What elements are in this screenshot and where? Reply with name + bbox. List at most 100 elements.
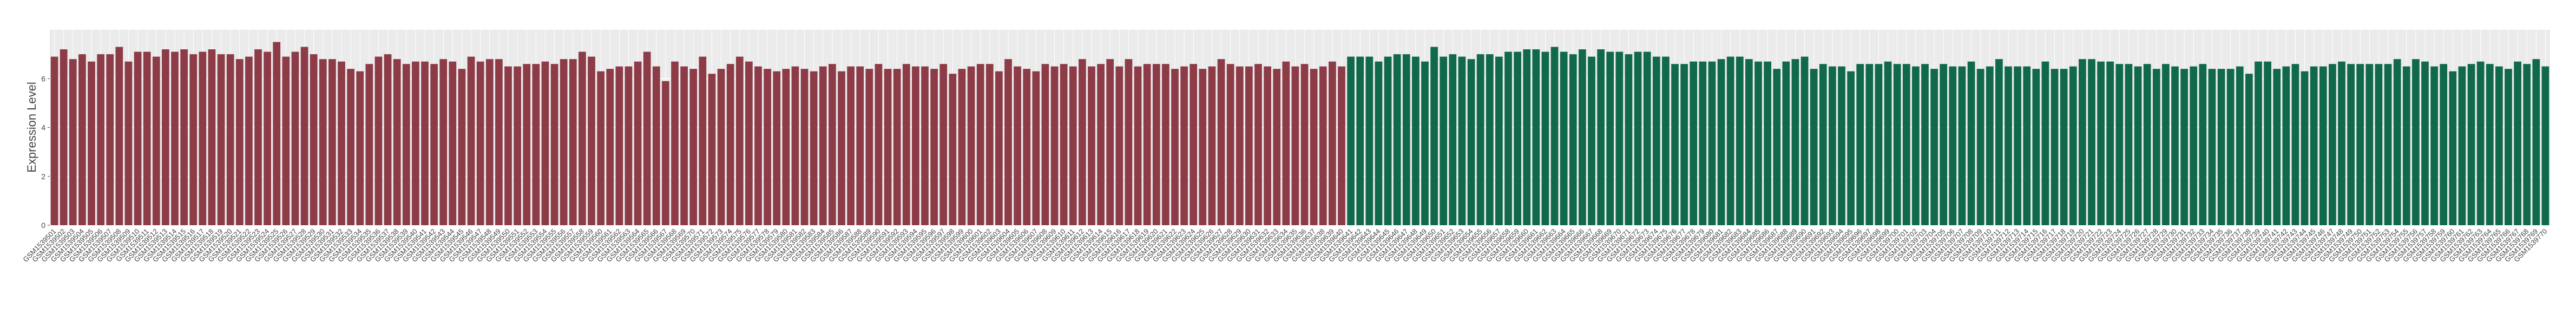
bar (1467, 59, 1475, 226)
bar (2384, 64, 2392, 226)
bar (1597, 49, 1605, 225)
bar (1708, 61, 1716, 225)
bar (2329, 64, 2336, 226)
bar (523, 64, 531, 226)
bar (374, 56, 383, 225)
bar (1310, 69, 1318, 225)
bar (393, 59, 401, 226)
bar (1958, 66, 1966, 225)
bar (1106, 59, 1114, 226)
bar (291, 51, 299, 226)
bar (449, 61, 457, 225)
bar (634, 61, 642, 225)
bar (2199, 64, 2207, 226)
bar (588, 56, 595, 225)
bar (865, 69, 873, 225)
bar (467, 56, 475, 225)
bar (1115, 66, 1123, 225)
bar (171, 51, 179, 226)
bar (782, 69, 790, 225)
bar (2449, 71, 2457, 225)
bar (652, 66, 660, 225)
bar (1680, 64, 1688, 226)
bar (2023, 66, 2031, 225)
bar (1365, 56, 1374, 225)
bar (143, 51, 151, 226)
bar (2088, 59, 2095, 226)
bar (1088, 66, 1095, 225)
bar (1504, 51, 1512, 226)
bar (2134, 66, 2142, 225)
bar (1764, 61, 1771, 225)
bar (1652, 56, 1660, 225)
bar (88, 61, 95, 225)
bar (912, 66, 919, 225)
bar (2143, 64, 2151, 226)
bar (2041, 61, 2049, 225)
bar (1412, 56, 1420, 225)
bar (2208, 69, 2216, 225)
bar (180, 49, 188, 225)
bar (430, 64, 438, 226)
bar (958, 69, 966, 225)
bar (2273, 69, 2281, 225)
bar (356, 71, 364, 225)
bar (810, 71, 818, 225)
bar (458, 69, 466, 225)
bar (735, 56, 744, 225)
bar (2310, 66, 2318, 225)
bar (1847, 71, 1855, 225)
bar (1893, 64, 1901, 226)
y-tick-label: 4 (41, 123, 45, 132)
bar (273, 42, 281, 225)
bar (541, 61, 549, 225)
bar (1819, 64, 1827, 226)
bar (1032, 71, 1040, 225)
bar (1319, 66, 1327, 225)
bar (791, 66, 799, 225)
bar (643, 51, 651, 226)
bar (1838, 66, 1845, 225)
bar (2115, 64, 2124, 226)
bar (1773, 69, 1781, 225)
bar (1921, 64, 1929, 226)
bar (1199, 69, 1207, 225)
bar (689, 69, 698, 225)
bar (1254, 64, 1262, 226)
bar (2356, 64, 2364, 226)
bar (476, 61, 484, 225)
bar (2051, 69, 2059, 225)
bar (347, 69, 354, 225)
bar (1662, 56, 1670, 225)
bar (579, 51, 586, 226)
bar (264, 51, 271, 226)
bar (662, 81, 669, 225)
bar (726, 64, 734, 226)
bar (2236, 66, 2244, 225)
bar (930, 69, 938, 225)
bar (2060, 69, 2068, 225)
bar (1579, 49, 1586, 225)
bar (1143, 64, 1151, 226)
bar (1384, 56, 1392, 225)
bar (884, 69, 892, 225)
bar (2430, 66, 2438, 225)
bar (1569, 54, 1577, 225)
bar (282, 56, 290, 225)
bar (189, 54, 198, 225)
bar (2514, 61, 2521, 225)
bar (235, 59, 244, 226)
bar (300, 47, 308, 226)
bar (1273, 69, 1281, 225)
bar (1523, 49, 1531, 225)
bar (421, 61, 429, 225)
y-axis-label: Expression Level (25, 82, 38, 173)
bar (1699, 61, 1707, 225)
bar (412, 61, 419, 225)
bar (949, 74, 957, 225)
bar (504, 66, 512, 225)
bar (1902, 64, 1910, 226)
bar (152, 56, 160, 225)
bar (625, 66, 633, 225)
y-tick-label: 6 (41, 74, 45, 83)
